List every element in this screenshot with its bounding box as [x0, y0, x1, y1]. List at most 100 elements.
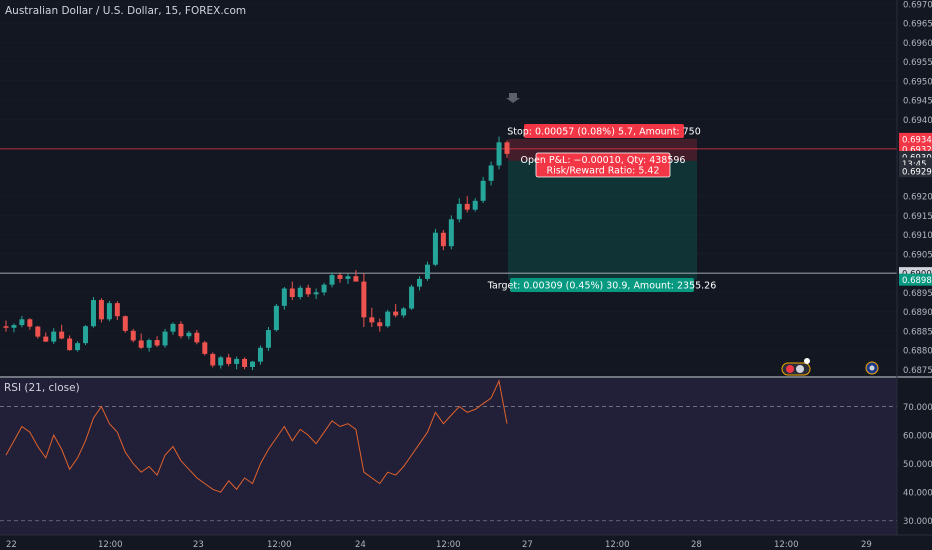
time-tick-label: 28: [691, 540, 702, 550]
candle-body: [273, 305, 279, 331]
candle-body: [210, 353, 216, 366]
candle-body: [440, 232, 446, 247]
candle-body: [43, 336, 49, 342]
candle-body: [488, 165, 494, 181]
candle-body: [162, 331, 168, 346]
candle-body: [146, 340, 152, 348]
candle-body: [456, 203, 462, 220]
candle-body: [178, 323, 184, 337]
candle-body: [114, 303, 120, 317]
target-label-text: Target: 0.00309 (0.45%) 30.9, Amount: 23…: [487, 281, 717, 292]
rsi-tick-label: 70.0000: [903, 403, 932, 413]
stop-label: Stop: 0.00057 (0.08%) 5.7, Amount: 750: [507, 124, 701, 138]
rsi-pane-background: [0, 378, 897, 535]
time-tick-label: 12:00: [774, 540, 799, 550]
candle-body: [106, 303, 112, 320]
time-tick-label: 12:00: [605, 540, 630, 550]
candle-body: [75, 343, 81, 351]
rsi-pane: [0, 379, 897, 522]
candle-body: [170, 323, 176, 332]
time-tick-label: 29: [861, 540, 872, 550]
rsi-title: RSI (21, close): [4, 382, 80, 394]
time-tick-label: 12:00: [436, 540, 461, 550]
candle-body: [122, 316, 128, 331]
candle-body: [297, 287, 303, 297]
pnl-label-bg: [535, 152, 671, 178]
candle-body: [464, 203, 470, 210]
candle-body: [51, 331, 57, 342]
price-tag: [899, 132, 932, 145]
pnl-label: Open P&L: −0.00010, Qty: 438596 Risk/Rew…: [521, 152, 686, 178]
candle-body: [480, 180, 486, 201]
time-tick-label: 22: [6, 540, 17, 550]
candle-body: [401, 308, 407, 316]
target-label-bg: [510, 278, 694, 292]
candle-body: [186, 332, 192, 337]
candle-body: [3, 326, 9, 328]
stop-label-text: Stop: 0.00057 (0.08%) 5.7, Amount: 750: [507, 127, 701, 138]
open-pnl-text: Open P&L: −0.00010, Qty: 438596: [521, 155, 686, 166]
candle-body: [250, 361, 256, 367]
time-tick-label: 24: [355, 540, 366, 550]
candle-body: [432, 232, 438, 265]
candle-body: [90, 300, 96, 327]
price-tag: [899, 273, 932, 286]
rsi-tick-label: 40.0000: [903, 489, 932, 499]
candle-body: [409, 286, 415, 309]
candle-body: [289, 288, 295, 297]
time-tick-label: 23: [193, 540, 204, 550]
candle-body: [353, 276, 359, 282]
candle-body: [496, 142, 502, 166]
rsi-line: [5, 379, 508, 493]
price-tag-label: 0.69323: [902, 145, 932, 155]
candle-body: [369, 317, 375, 323]
events-icon[interactable]: [781, 358, 811, 376]
candle-body: [504, 142, 510, 154]
candle-body: [321, 284, 327, 293]
candle-body: [377, 322, 383, 327]
rsi-axis[interactable]: 70.0000 60.0000 50.0000 40.0000 30.0000: [903, 403, 932, 527]
target-label: Target: 0.00309 (0.45%) 30.9, Amount: 23…: [487, 278, 717, 292]
rsi-tick-label: 60.0000: [903, 432, 932, 442]
risk-reward-text: Risk/Reward Ratio: 5.42: [546, 166, 659, 177]
candle-body: [138, 340, 144, 348]
candle-body: [385, 311, 391, 327]
time-tick-label: 27: [522, 540, 533, 550]
candle-body: [154, 340, 160, 346]
time-axis[interactable]: 22 12:00 23 12:00 24 12:00 27 12:00 28 12:00 29: [6, 540, 872, 550]
candle-body: [313, 292, 319, 295]
candle-body: [472, 200, 478, 210]
candle-body: [67, 338, 73, 351]
candle-body: [329, 275, 335, 285]
candle-body: [59, 331, 65, 339]
candle-body: [424, 264, 430, 279]
time-tick-label: 12:00: [267, 540, 292, 550]
flag-icon[interactable]: [865, 361, 879, 375]
candle-body: [345, 276, 351, 279]
candle-body: [234, 358, 240, 364]
risk-reward-tool[interactable]: [0, 138, 897, 280]
candle-body: [242, 358, 248, 367]
candle-body: [19, 319, 25, 326]
arrow-down-icon[interactable]: [506, 93, 520, 103]
candle-body: [83, 326, 89, 344]
candle-body: [257, 347, 263, 362]
candle-body: [448, 219, 454, 247]
candle-body: [281, 288, 287, 306]
target-zone[interactable]: [508, 160, 697, 280]
candles: [3, 136, 510, 371]
